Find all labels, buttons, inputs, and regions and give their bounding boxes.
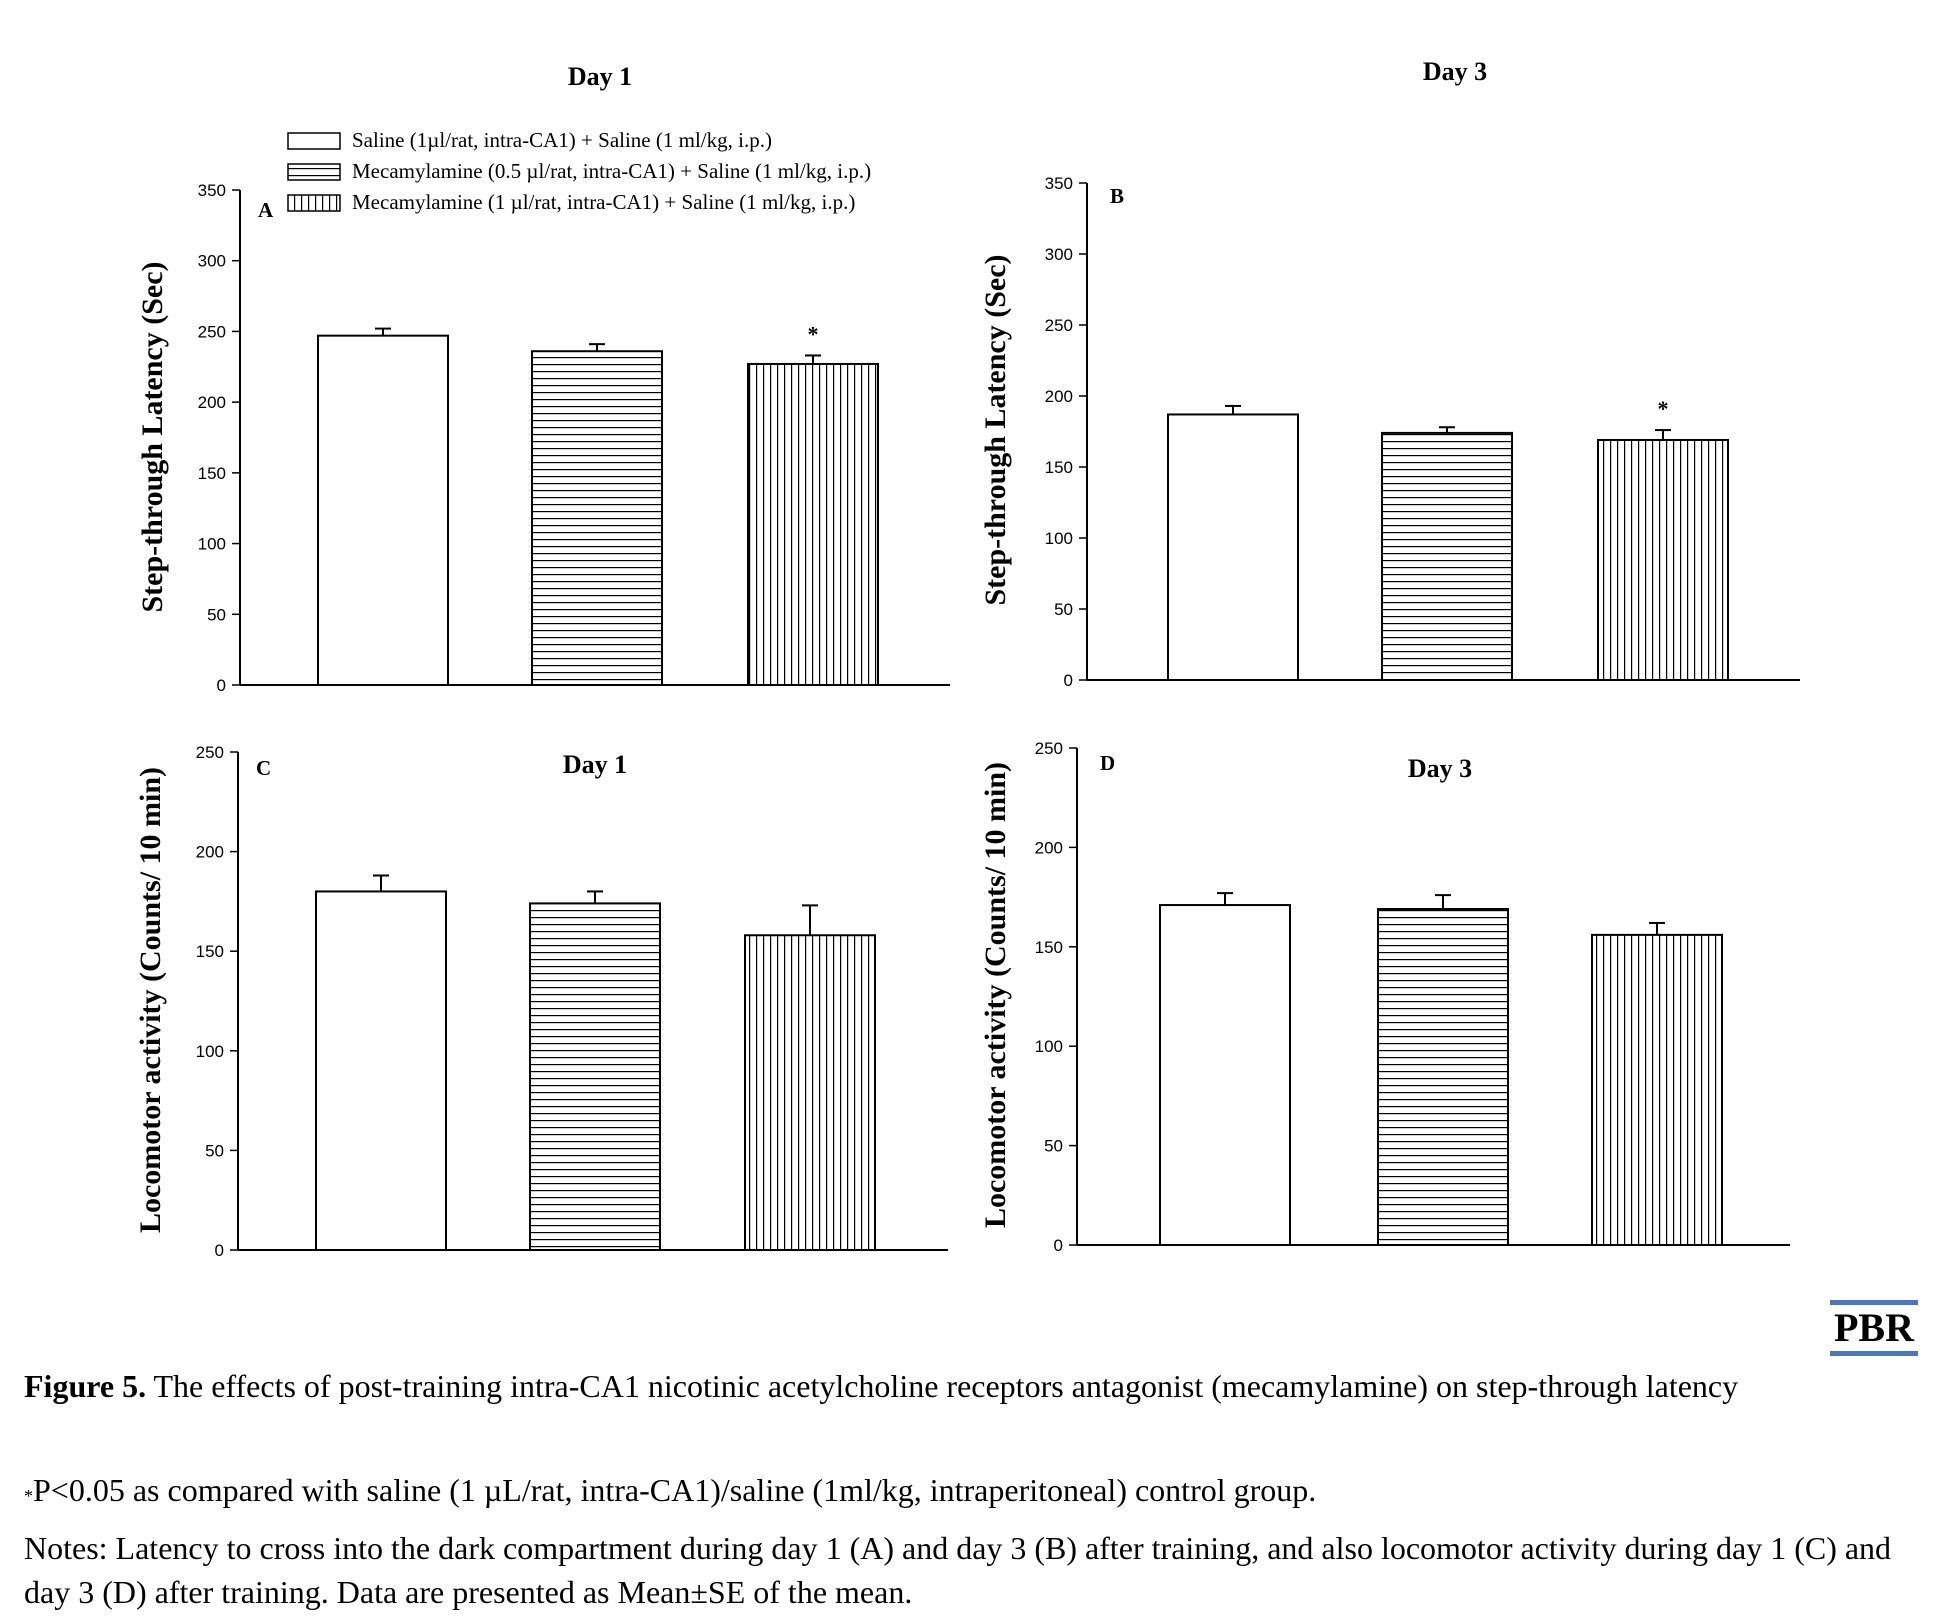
y-tick-label: 100 [198, 535, 226, 554]
y-tick-label: 150 [1045, 458, 1073, 477]
y-tick-label: 100 [196, 1042, 224, 1061]
y-tick-label: 350 [1045, 174, 1073, 193]
legend-item: Mecamylamine (1 µl/rat, intra-CA1) + Sal… [287, 190, 855, 214]
panel-label: D [1100, 751, 1115, 775]
y-tick-label: 0 [1054, 1236, 1063, 1255]
figure-title: The effects of post-training intra-CA1 n… [153, 1368, 1739, 1404]
legend-item: Saline (1µl/rat, intra-CA1) + Saline (1 … [287, 128, 772, 152]
significance-asterisk: * [808, 321, 819, 346]
y-tick-label: 200 [1045, 387, 1073, 406]
legend-label: Saline (1µl/rat, intra-CA1) + Saline (1 … [352, 128, 772, 152]
y-tick-label: 0 [217, 676, 226, 695]
chart-panel-c: Day 1 C Locomotor activity (Counts/ 10 min… [134, 743, 948, 1260]
legend-label: Mecamylamine (1 µl/rat, intra-CA1) + Sal… [352, 190, 855, 214]
panel-label: C [256, 756, 271, 780]
y-tick-label: 0 [215, 1241, 224, 1260]
y-tick-label: 100 [1045, 529, 1073, 548]
figure-caption: Figure 5. The effects of post-training i… [24, 1364, 1934, 1408]
y-tick-label: 250 [1045, 316, 1073, 335]
bar [1381, 431, 1513, 682]
y-tick-label: 100 [1035, 1037, 1063, 1056]
y-tick-label: 250 [196, 743, 224, 762]
y-tick-label: 50 [1054, 600, 1073, 619]
panel-label: A [258, 198, 274, 222]
significance-asterisk: * [1658, 396, 1669, 421]
y-tick-label: 50 [1044, 1137, 1063, 1156]
y-tick-label: 350 [198, 181, 226, 200]
chart-panel-b: Day 3 B Step-through Latency (Sec) 0 50 100 15… [979, 57, 1800, 690]
y-tick-label: 250 [1035, 739, 1063, 758]
y-axis-label: Step-through Latency (Sec) [136, 261, 169, 612]
bar [1591, 933, 1723, 1246]
y-tick-label: 50 [207, 605, 226, 624]
y-tick-label: 0 [1064, 671, 1073, 690]
figure-label: Figure 5. [24, 1368, 147, 1404]
chart-panel-d: Day 3 D Locomotor activity (Counts/ 10 min… [979, 739, 1790, 1255]
legend-swatch [287, 132, 341, 150]
journal-logo: PBR [1830, 1300, 1918, 1356]
bar [747, 362, 879, 686]
y-axis-label: Step-through Latency (Sec) [979, 254, 1012, 605]
y-tick-label: 200 [198, 393, 226, 412]
chart-title: Day 1 [568, 62, 632, 91]
significance-note: *P<0.05 as compared with saline (1 µL/ra… [24, 1468, 1934, 1512]
y-tick-label: 50 [205, 1141, 224, 1160]
figure-notes: Notes: Latency to cross into the dark co… [24, 1530, 1892, 1610]
y-tick-label: 200 [196, 843, 224, 862]
y-tick-label: 250 [198, 322, 226, 341]
significance-text: P<0.05 as compared with saline (1 µL/rat… [33, 1472, 1317, 1508]
chart-panel-a: Day 1 A Step-through Latency (Sec) 0 50 100 15… [136, 62, 950, 695]
y-tick-label: 150 [196, 942, 224, 961]
y-axis-label: Locomotor activity (Counts/ 10 min) [979, 762, 1012, 1228]
bar [317, 334, 449, 686]
y-tick-label: 300 [1045, 245, 1073, 264]
bar [744, 934, 876, 1251]
bar [531, 350, 663, 686]
chart-title: Day 3 [1423, 57, 1487, 86]
legend-swatch [287, 163, 341, 181]
chart-title: Day 3 [1408, 754, 1472, 783]
bar [315, 890, 447, 1251]
bar [1597, 439, 1729, 681]
y-tick-label: 200 [1035, 838, 1063, 857]
y-tick-label: 150 [1035, 938, 1063, 957]
y-tick-label: 300 [198, 252, 226, 271]
y-tick-label: 150 [198, 464, 226, 483]
significance-mark: * [24, 1486, 33, 1506]
panel-label: B [1110, 184, 1124, 208]
legend-label: Mecamylamine (0.5 µl/rat, intra-CA1) + S… [352, 159, 871, 183]
y-axis-label: Locomotor activity (Counts/ 10 min) [134, 767, 167, 1233]
bar [1377, 908, 1509, 1246]
figure-panels: Day 1 A Step-through Latency (Sec) 0 50 100 15… [134, 57, 1800, 1260]
chart-title: Day 1 [563, 750, 627, 779]
bar [1167, 413, 1299, 681]
bar [1159, 904, 1291, 1246]
legend-item: Mecamylamine (0.5 µl/rat, intra-CA1) + S… [287, 159, 871, 183]
legend-swatch [287, 194, 341, 212]
bar [529, 902, 661, 1252]
legend: Saline (1µl/rat, intra-CA1) + Saline (1 … [287, 128, 871, 214]
